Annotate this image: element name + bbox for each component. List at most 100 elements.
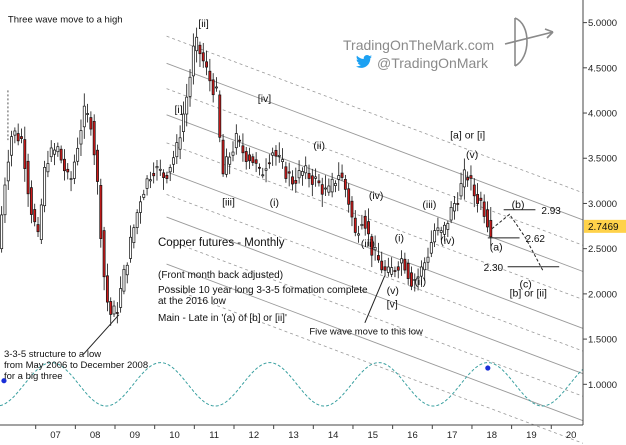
wave-label: (i) — [270, 197, 279, 209]
y-tick-label: 1.5000 — [588, 335, 617, 346]
candle-body — [376, 255, 380, 261]
candle-body — [469, 175, 473, 179]
y-tick-label: 1.0000 — [588, 380, 617, 391]
channel-line-dashed — [166, 35, 584, 194]
candle-body — [486, 209, 489, 228]
candle-body — [10, 136, 13, 156]
candle-body — [92, 120, 96, 156]
candle-body — [211, 79, 215, 96]
wave-label: [b] or [ii] — [510, 288, 547, 300]
y-tick-label: 2.0000 — [588, 289, 617, 300]
candle-body — [142, 193, 146, 198]
x-tick-label: 08 — [90, 430, 101, 441]
candle-body — [208, 70, 212, 82]
candle-body — [287, 171, 291, 174]
bow-and-arrow-icon — [504, 17, 554, 67]
candle-body — [334, 183, 337, 186]
wave-labels: Three wave move to a high [ii] [i] [iv] [iii… — [4, 15, 547, 382]
candle-body — [201, 52, 205, 62]
candle-body — [23, 139, 27, 169]
pointer-line — [82, 314, 120, 355]
candle-body — [59, 148, 63, 161]
watermark-site: TradingOnTheMark.com — [343, 37, 494, 53]
candle-body — [433, 230, 437, 243]
candle-body — [188, 76, 192, 97]
note-main-count: Main - Late in '(a) of [b] or [ii]' — [158, 313, 287, 324]
channel-line-dashed — [166, 142, 584, 300]
channel-line-dashed — [166, 194, 584, 352]
candle-body — [396, 266, 400, 271]
candle-body — [482, 201, 486, 217]
candle-body — [462, 169, 466, 188]
level-label: 2.30 — [484, 263, 504, 274]
wave-label: (i) — [395, 232, 404, 244]
candle-body — [386, 266, 390, 273]
level-label: 2.62 — [526, 234, 546, 245]
candle-body — [109, 301, 113, 315]
channel-line-dashed — [166, 286, 584, 444]
x-tick-label: 12 — [249, 430, 260, 441]
y-tick-label: 3.5000 — [588, 154, 617, 165]
candle-body — [238, 139, 242, 142]
wave-label: [iv] — [258, 93, 272, 105]
candle-body — [419, 266, 423, 277]
y-tick-label: 2.5000 — [588, 244, 617, 255]
candle-body — [304, 165, 308, 174]
candle-body — [413, 279, 417, 281]
candle-body — [165, 174, 169, 179]
candle-body — [13, 130, 17, 136]
candle-body — [244, 151, 248, 162]
candle-body — [466, 177, 470, 181]
candle-body — [284, 166, 288, 179]
wave-label: (iv) — [369, 190, 384, 202]
candle-body — [122, 269, 126, 292]
candle-body — [449, 206, 453, 221]
candle-body — [423, 262, 427, 271]
candle-body — [53, 149, 56, 155]
candle-body — [489, 219, 493, 238]
candle-body — [406, 263, 410, 279]
candle-body — [429, 242, 433, 254]
x-tick-label: 11 — [209, 430, 219, 441]
candle-body — [370, 236, 374, 256]
candle-body — [218, 94, 222, 138]
wave-label: Three wave move to a high — [8, 15, 123, 26]
candle-body — [155, 166, 159, 169]
candle-body — [205, 61, 208, 68]
wave-label: from May 2006 to December 2008 — [4, 360, 148, 371]
candle-body — [267, 162, 271, 165]
candle-body — [96, 149, 99, 182]
candle-body — [254, 159, 258, 164]
candle-body — [360, 223, 364, 227]
wave-label: (iii) — [422, 199, 436, 211]
candle-body — [66, 168, 70, 173]
candle-body — [274, 149, 278, 157]
candle-body — [327, 185, 331, 193]
cycle-line — [0, 362, 584, 407]
candle-body — [129, 236, 132, 259]
wave-label: [v] — [387, 298, 398, 310]
last-price-label: 2.7469 — [588, 222, 619, 233]
candle-body — [436, 227, 440, 231]
candle-body — [39, 204, 43, 240]
candle-body — [158, 168, 162, 171]
candle-body — [472, 184, 476, 197]
candle-body — [479, 197, 483, 201]
candle-body — [132, 227, 136, 243]
candle-body — [182, 113, 185, 132]
candle-body — [26, 160, 30, 195]
twitter-bird-icon — [356, 55, 372, 68]
chart-title: Copper futures - Monthly — [158, 237, 285, 249]
watermark-handle: @TradingOnMark — [377, 55, 489, 71]
candle-body — [343, 178, 347, 190]
candle-body — [383, 266, 387, 271]
x-tick-label: 19 — [526, 430, 537, 441]
x-tick-label: 20 — [566, 430, 577, 441]
candle-body — [6, 161, 10, 182]
candle-body — [105, 275, 109, 303]
candle-body — [135, 212, 139, 228]
channel-line — [166, 263, 584, 422]
candle-body — [456, 203, 460, 205]
y-tick-label: 4.0000 — [588, 109, 617, 120]
